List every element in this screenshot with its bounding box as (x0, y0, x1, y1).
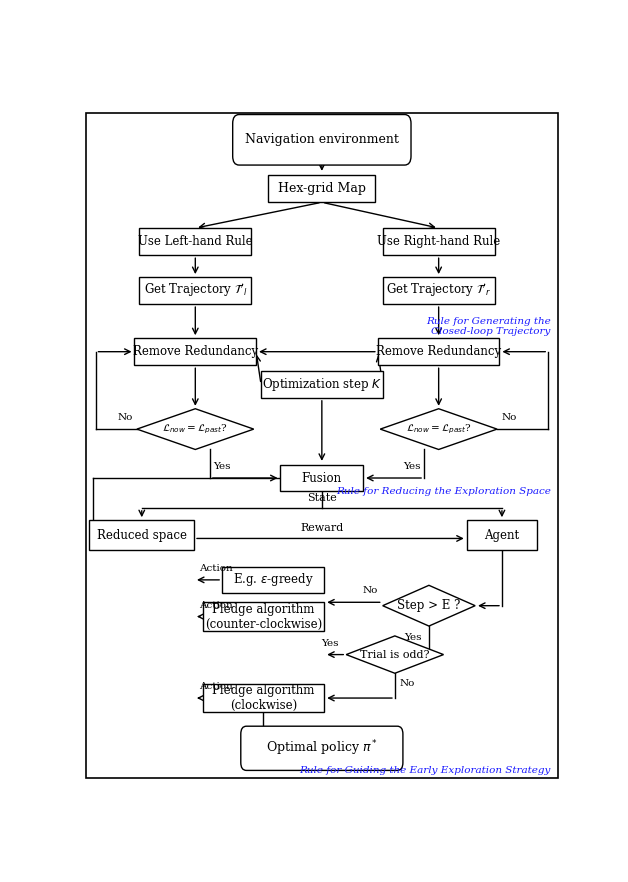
Polygon shape (346, 636, 443, 673)
Text: Yes: Yes (214, 461, 231, 471)
Text: $\mathcal{L}_{now}=\mathcal{L}_{past}$?: $\mathcal{L}_{now}=\mathcal{L}_{past}$? (163, 422, 228, 436)
Text: Reward: Reward (300, 523, 344, 533)
Text: Use Left-hand Rule: Use Left-hand Rule (138, 235, 252, 248)
Text: Yes: Yes (404, 633, 421, 642)
Text: $\mathcal{L}_{now}=\mathcal{L}_{past}$?: $\mathcal{L}_{now}=\mathcal{L}_{past}$? (406, 422, 472, 436)
Text: Get Trajectory $\mathcal{T}'_l$: Get Trajectory $\mathcal{T}'_l$ (144, 282, 247, 299)
Text: Yes: Yes (322, 639, 339, 647)
Text: Rule for Guiding the Early Exploration Strategy: Rule for Guiding the Early Exploration S… (299, 766, 551, 774)
Bar (203, 602, 324, 631)
FancyBboxPatch shape (233, 115, 411, 165)
Text: No: No (400, 678, 415, 688)
Text: Trial is odd?: Trial is odd? (360, 649, 430, 660)
Text: E.g. $\varepsilon$-greedy: E.g. $\varepsilon$-greedy (233, 572, 313, 588)
Text: Action: Action (199, 564, 233, 573)
Text: Rule for Generating the
Closed-loop Trajectory: Rule for Generating the Closed-loop Traj… (426, 317, 551, 336)
Text: Reduced space: Reduced space (97, 528, 187, 542)
Bar (382, 277, 495, 304)
Text: Action: Action (199, 601, 233, 609)
Text: Pledge algorithm
(clockwise): Pledge algorithm (clockwise) (212, 684, 315, 712)
Bar (89, 520, 194, 550)
Text: Get Trajectory $\mathcal{T}'_r$: Get Trajectory $\mathcal{T}'_r$ (386, 282, 491, 299)
Polygon shape (137, 408, 254, 450)
Text: Use Right-hand Rule: Use Right-hand Rule (377, 235, 501, 248)
Bar (261, 370, 382, 398)
FancyBboxPatch shape (86, 113, 558, 778)
Text: No: No (117, 414, 133, 422)
Text: Remove Redundancy: Remove Redundancy (376, 345, 501, 358)
Text: Action: Action (199, 683, 233, 691)
Text: Optimal policy $\pi^*$: Optimal policy $\pi^*$ (266, 738, 378, 759)
FancyBboxPatch shape (241, 726, 403, 770)
Text: Remove Redundancy: Remove Redundancy (133, 345, 258, 358)
Text: Yes: Yes (403, 461, 421, 471)
Bar (378, 338, 499, 365)
Bar (268, 176, 376, 202)
Text: Optimization step $K$: Optimization step $K$ (262, 376, 382, 392)
Bar (203, 684, 324, 713)
Bar (382, 228, 495, 255)
Polygon shape (382, 586, 475, 626)
Text: Rule for Reducing the Exploration Space: Rule for Reducing the Exploration Space (336, 487, 551, 496)
Bar (222, 567, 324, 593)
Text: No: No (362, 587, 378, 595)
Bar (281, 465, 363, 491)
Text: Navigation environment: Navigation environment (245, 133, 399, 146)
Text: Hex-grid Map: Hex-grid Map (278, 183, 366, 195)
Bar (139, 277, 251, 304)
Polygon shape (381, 408, 497, 450)
Text: Step > E ?: Step > E ? (398, 599, 460, 612)
Text: No: No (502, 414, 517, 422)
Bar (139, 228, 251, 255)
Bar (467, 520, 537, 550)
Text: Pledge algorithm
(counter-clockwise): Pledge algorithm (counter-clockwise) (205, 602, 322, 631)
Bar (134, 338, 256, 365)
Text: Agent: Agent (484, 528, 519, 542)
Text: State: State (307, 493, 337, 503)
Text: Fusion: Fusion (302, 472, 342, 484)
